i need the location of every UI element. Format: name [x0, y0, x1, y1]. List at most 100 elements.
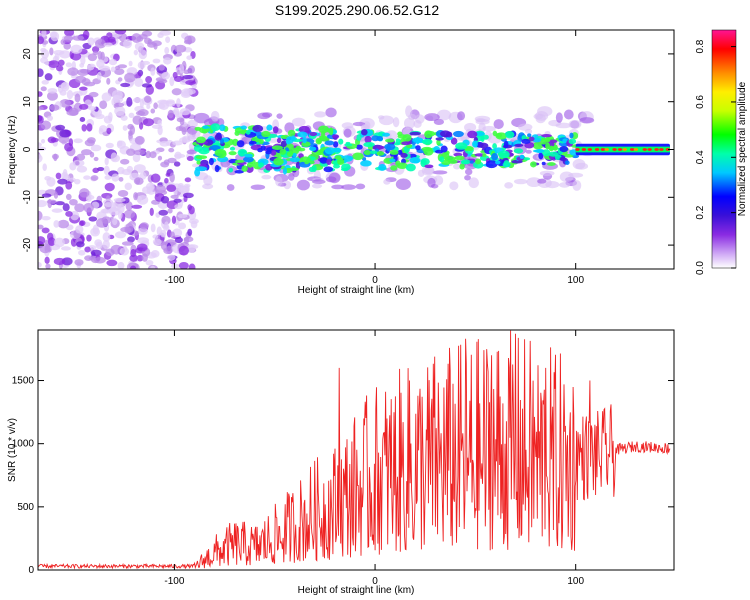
band-blob — [415, 145, 421, 151]
noise-blob — [38, 199, 47, 208]
noise-blob — [158, 79, 168, 84]
band-haze-blob — [395, 178, 411, 191]
band-blob — [389, 149, 399, 155]
band-haze-blob — [276, 113, 283, 119]
band-blob — [362, 157, 367, 161]
noise-blob — [172, 71, 178, 79]
band-blob — [323, 166, 334, 173]
noise-blob — [169, 76, 175, 87]
noise-blob — [135, 110, 146, 116]
noise-blob — [114, 30, 127, 35]
band-haze-blob — [257, 112, 271, 120]
noise-blob — [102, 239, 110, 250]
band-blob — [252, 124, 264, 133]
band-blob — [376, 145, 385, 150]
noise-blob — [170, 263, 181, 269]
band-blob — [337, 157, 345, 166]
band-blob — [292, 152, 297, 158]
noise-blob — [84, 139, 95, 147]
noise-blob — [97, 51, 103, 60]
band-blob — [282, 167, 287, 175]
band-blob — [445, 131, 453, 138]
chart-title: S199.2025.290.06.52.G12 — [275, 2, 439, 18]
x-tick-label: -100 — [164, 275, 184, 286]
noise-blob — [163, 57, 172, 65]
spectrogram-x-label: Height of straight line (km) — [298, 285, 415, 296]
noise-blob — [90, 249, 102, 257]
tail-signal-core — [612, 148, 617, 151]
noise-blob — [152, 238, 162, 246]
noise-blob — [83, 202, 94, 213]
band-haze-blob — [296, 179, 310, 191]
noise-blob — [131, 33, 142, 43]
band-blob — [376, 151, 385, 156]
noise-blob — [144, 95, 152, 103]
noise-blob — [172, 140, 183, 146]
band-blob — [258, 138, 264, 145]
noise-blob — [60, 246, 72, 251]
noise-blob — [188, 263, 196, 269]
noise-blob — [158, 209, 169, 216]
noise-blob — [187, 228, 193, 237]
noise-blob — [85, 196, 92, 202]
noise-blob — [160, 196, 170, 204]
noise-blob — [104, 202, 113, 208]
band-haze-blob — [405, 105, 413, 118]
band-blob — [405, 163, 416, 172]
noise-blob — [121, 241, 134, 246]
noise-blob — [134, 42, 145, 51]
band-haze-blob — [436, 109, 452, 121]
noise-blob — [190, 220, 198, 229]
noise-blob — [146, 104, 151, 110]
noise-blob — [75, 241, 85, 248]
snr-x-ticks: -100 0 100 — [164, 330, 584, 587]
band-blob — [472, 140, 478, 148]
noise-blob — [111, 89, 123, 100]
noise-blob — [178, 222, 187, 230]
noise-blob — [125, 148, 136, 156]
noise-blob — [166, 245, 173, 255]
noise-blob — [157, 119, 162, 127]
noise-blob — [171, 88, 182, 96]
band-blob — [527, 133, 532, 138]
noise-blob — [141, 253, 148, 262]
noise-blob — [38, 154, 43, 163]
band-blob — [297, 131, 308, 138]
noise-blob — [127, 236, 135, 243]
band-blob — [287, 129, 296, 137]
colorbar-ticks: 0.0 0.2 0.4 0.6 0.8 — [695, 39, 736, 275]
noise-blob — [173, 161, 181, 167]
tail-signal-core — [659, 148, 664, 151]
noise-blob — [58, 59, 65, 66]
band-blob — [420, 159, 427, 168]
snr-y-label: SNR (10 * v/v) — [7, 418, 18, 482]
band-blob — [400, 152, 408, 158]
band-blob — [321, 130, 326, 138]
band-haze-blob — [291, 117, 306, 127]
band-blob — [228, 167, 234, 173]
band-blob — [329, 127, 334, 136]
band-blob — [214, 148, 227, 157]
band-haze-blob — [283, 180, 292, 190]
colorbar-tick-label: 0.8 — [695, 39, 706, 53]
band-blob — [559, 146, 569, 153]
noise-blob — [53, 49, 65, 55]
noise-blob — [91, 46, 100, 53]
noise-blob — [79, 69, 90, 74]
snr-frame — [37, 329, 675, 571]
tail-signal-core — [647, 148, 652, 151]
noise-blob — [179, 63, 185, 74]
tail-signal-core — [665, 148, 671, 151]
band-blob — [376, 135, 384, 142]
band-blob — [234, 159, 245, 163]
noise-blob — [47, 91, 58, 101]
noise-blob — [64, 142, 74, 152]
noise-blob — [88, 91, 99, 98]
band-haze-blob — [414, 114, 425, 124]
band-haze-blob — [568, 119, 582, 129]
band-blob — [389, 158, 396, 163]
noise-blob — [124, 72, 136, 83]
noise-blob — [87, 106, 97, 111]
band-blob — [503, 160, 510, 167]
noise-blob — [157, 99, 169, 105]
